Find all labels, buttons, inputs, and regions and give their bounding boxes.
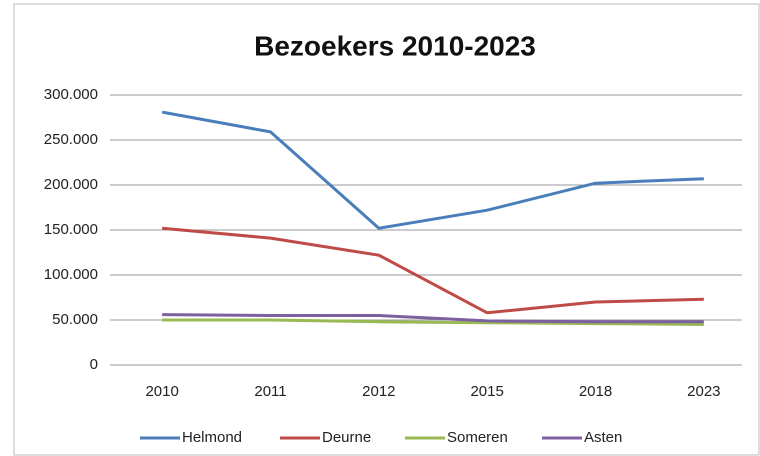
- line-series: [162, 313, 704, 324]
- chart-title: Bezoekers 2010-2023: [254, 30, 536, 61]
- y-tick-label: 0: [90, 356, 98, 373]
- legend-label: Asten: [584, 429, 622, 446]
- legend-label: Helmond: [182, 429, 242, 446]
- y-tick-label: 50.000: [52, 311, 98, 328]
- line-series: [162, 318, 704, 326]
- x-tick-label: 2018: [579, 383, 612, 400]
- y-tick-label: 200.000: [44, 176, 98, 193]
- x-tick-label: 2015: [470, 383, 503, 400]
- legend-label: Deurne: [322, 429, 371, 446]
- line-series: [161, 110, 704, 230]
- x-tick-label: 2012: [362, 383, 395, 400]
- legend-label: Someren: [447, 429, 508, 446]
- y-tick-label: 100.000: [44, 266, 98, 283]
- x-tick-label: 2023: [687, 383, 720, 400]
- y-tick-label: 300.000: [44, 86, 98, 103]
- x-tick-label: 2011: [254, 383, 286, 400]
- x-tick-label: 2010: [145, 383, 178, 400]
- y-tick-label: 250.000: [44, 131, 98, 148]
- y-tick-label: 150.000: [44, 221, 98, 238]
- line-series: [162, 226, 704, 315]
